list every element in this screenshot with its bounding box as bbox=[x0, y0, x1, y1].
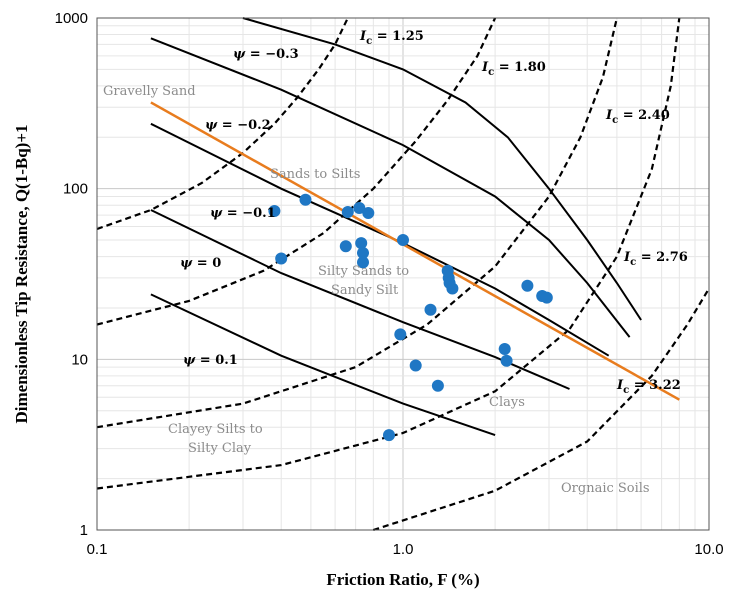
data-point bbox=[268, 205, 281, 217]
x-axis-title: Friction Ratio, F (%) bbox=[326, 570, 479, 589]
ic-label-2: Ic = 1.80 bbox=[481, 60, 546, 78]
zone-clayey-silts-line2: Silty Clay bbox=[188, 441, 252, 456]
y-tick-label: 10 bbox=[71, 351, 88, 368]
ic-label-5: Ic = 3.22 bbox=[616, 378, 681, 396]
data-point bbox=[500, 354, 513, 367]
axis-ticks: 0.1 1.0 10.0 1 10 100 1000 bbox=[55, 10, 724, 558]
data-point bbox=[339, 240, 352, 253]
ic-curve-2 bbox=[96, 17, 497, 326]
data-point bbox=[383, 429, 395, 442]
x-tick-label: 1.0 bbox=[393, 541, 414, 558]
x-tick-label: 0.1 bbox=[87, 541, 108, 558]
psi-label-1: ψ = −0.3 bbox=[233, 47, 299, 62]
data-point bbox=[394, 328, 407, 341]
y-tick-label: 1000 bbox=[55, 10, 88, 27]
ic-label-1: Ic = 1.25 bbox=[359, 29, 424, 47]
y-axis-title: Dimensionless Tip Resistance, Q(1-Bq)+1 bbox=[12, 124, 31, 423]
psi-curve-2 bbox=[150, 37, 631, 338]
psi-label-3: ψ = −0.1 bbox=[210, 206, 276, 221]
data-point bbox=[357, 256, 369, 269]
zone-silty-sands-line1: Silty Sands to bbox=[318, 264, 409, 279]
ic-label-4: Ic = 2.76 bbox=[623, 250, 688, 268]
psi-label-4: ψ = 0 bbox=[180, 256, 221, 271]
zone-clayey-silts-line1: Clayey Silts to bbox=[168, 422, 263, 437]
fit-line bbox=[150, 101, 680, 401]
psi-curve-1 bbox=[242, 17, 642, 321]
chart-points bbox=[268, 193, 553, 442]
y-tick-label: 1 bbox=[80, 522, 88, 539]
data-point bbox=[521, 279, 534, 292]
data-point bbox=[498, 343, 511, 355]
chart-grid bbox=[97, 18, 709, 530]
zone-sands-to-silts: Sands to Silts bbox=[270, 167, 360, 182]
data-point bbox=[353, 202, 366, 214]
zone-clays: Clays bbox=[489, 395, 525, 410]
data-point bbox=[275, 252, 288, 265]
ic-label-3: Ic = 2.40 bbox=[605, 108, 670, 126]
data-point bbox=[424, 303, 437, 316]
zone-organic-soils: Orgnaic Soils bbox=[561, 481, 650, 496]
y-tick-label: 100 bbox=[63, 181, 88, 198]
data-point bbox=[431, 379, 444, 392]
data-point bbox=[341, 206, 354, 218]
psi-curve-4 bbox=[150, 209, 570, 390]
zone-silty-sands-line2: Sandy Silt bbox=[331, 283, 399, 298]
zone-gravelly-sand: Gravelly Sand bbox=[103, 84, 196, 99]
data-point bbox=[355, 237, 368, 250]
data-point bbox=[540, 291, 553, 304]
data-point bbox=[357, 247, 369, 259]
psi-label-2: ψ = −0.2 bbox=[205, 118, 271, 133]
data-point bbox=[299, 193, 312, 206]
psi-label-5: ψ = 0.1 bbox=[183, 353, 238, 368]
data-point bbox=[362, 207, 375, 219]
x-tick-label: 10.0 bbox=[694, 541, 723, 558]
psi-curve-5 bbox=[150, 293, 496, 437]
data-point bbox=[443, 277, 456, 289]
data-point bbox=[409, 359, 422, 372]
ic-curve-5 bbox=[372, 287, 710, 532]
plot-frame bbox=[96, 17, 710, 531]
data-point bbox=[397, 234, 409, 246]
